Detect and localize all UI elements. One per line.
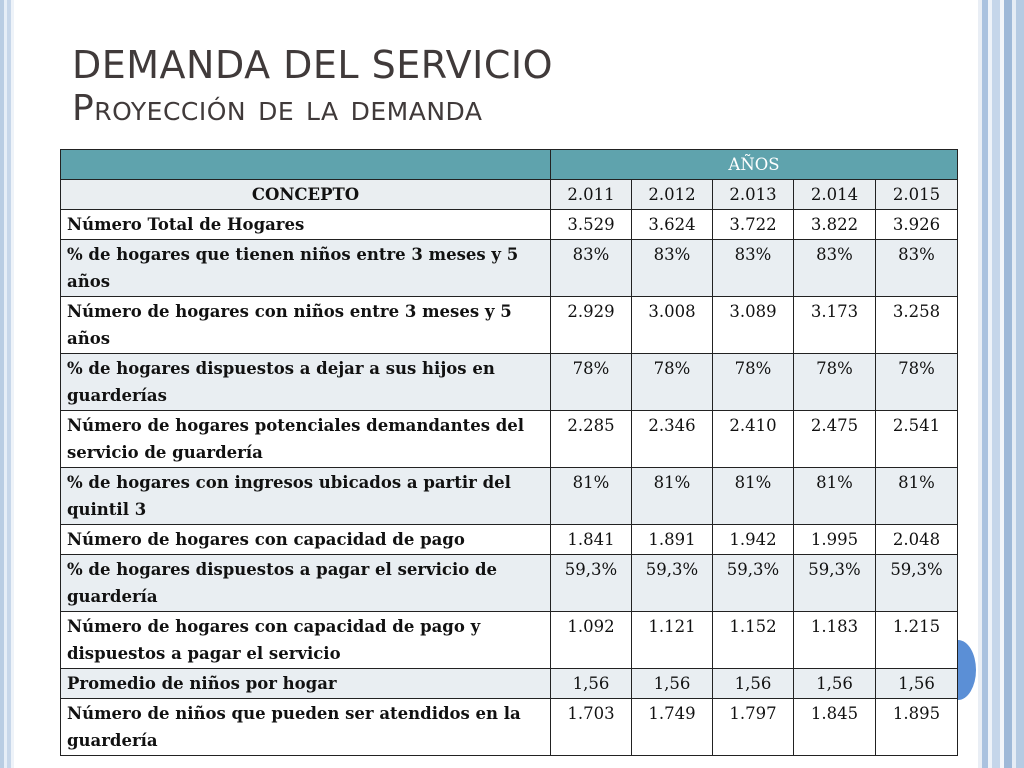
table-row: % de hogares con ingresos ubicados a par… bbox=[60, 467, 959, 525]
table-cell: 59,3% bbox=[550, 554, 632, 612]
table-row: % de hogares dispuestos a pagar el servi… bbox=[60, 554, 959, 612]
table-row: Número Total de Hogares 3.529 3.624 3.72… bbox=[60, 209, 959, 240]
right-decorative-border bbox=[978, 0, 1024, 768]
table-cell: 1,56 bbox=[631, 668, 713, 699]
table-cell: 59,3% bbox=[793, 554, 876, 612]
table-row: % de hogares dispuestos a dejar a sus hi… bbox=[60, 353, 959, 411]
row-label: % de hogares que tienen niños entre 3 me… bbox=[60, 239, 551, 297]
row-label: % de hogares dispuestos a dejar a sus hi… bbox=[60, 353, 551, 411]
table-cell: 83% bbox=[631, 239, 713, 297]
table-cell: 78% bbox=[793, 353, 876, 411]
title-line-1: DEMANDA DEL SERVICIO bbox=[72, 43, 553, 87]
concept-column-header: CONCEPTO bbox=[60, 179, 551, 210]
table-cell: 81% bbox=[631, 467, 713, 525]
row-label: Número de hogares con niños entre 3 mese… bbox=[60, 296, 551, 354]
table-cell: 1.797 bbox=[712, 698, 794, 756]
table-cell: 1.121 bbox=[631, 611, 713, 669]
header-blank-cell bbox=[60, 149, 551, 180]
table-cell: 78% bbox=[631, 353, 713, 411]
table-cell: 1,56 bbox=[793, 668, 876, 699]
table-cell: 3.008 bbox=[631, 296, 713, 354]
table-row: Número de hogares con capacidad de pago … bbox=[60, 524, 959, 555]
table-cell: 2.929 bbox=[550, 296, 632, 354]
left-decorative-border bbox=[0, 0, 14, 768]
table-cell: 3.722 bbox=[712, 209, 794, 240]
year-header: 2.014 bbox=[793, 179, 876, 210]
table-cell: 2.285 bbox=[550, 410, 632, 468]
year-header: 2.013 bbox=[712, 179, 794, 210]
table-cell: 83% bbox=[550, 239, 632, 297]
row-label: Número de hogares potenciales demandante… bbox=[60, 410, 551, 468]
table-cell: 1.703 bbox=[550, 698, 632, 756]
table-cell: 83% bbox=[874, 239, 959, 297]
row-label: Número de hogares con capacidad de pago bbox=[60, 524, 551, 555]
table-cell: 81% bbox=[712, 467, 794, 525]
year-header: 2.012 bbox=[631, 179, 713, 210]
column-header-row: CONCEPTO 2.011 2.012 2.013 2.014 2.015 bbox=[60, 179, 959, 210]
table-cell: 2.541 bbox=[874, 410, 959, 468]
row-label: Número de niños que pueden ser atendidos… bbox=[60, 698, 551, 756]
demand-projection-table: AÑOS CONCEPTO 2.011 2.012 2.013 2.014 2.… bbox=[60, 149, 959, 756]
table-row: Número de niños que pueden ser atendidos… bbox=[60, 698, 959, 756]
table-cell: 1.215 bbox=[874, 611, 959, 669]
table-row: Número de hogares con niños entre 3 mese… bbox=[60, 296, 959, 354]
table-cell: 3.822 bbox=[793, 209, 876, 240]
table-cell: 1.841 bbox=[550, 524, 632, 555]
table-cell: 3.529 bbox=[550, 209, 632, 240]
years-group-header-row: AÑOS bbox=[60, 149, 959, 180]
table-cell: 3.173 bbox=[793, 296, 876, 354]
table-cell: 81% bbox=[550, 467, 632, 525]
table-cell: 1.891 bbox=[631, 524, 713, 555]
table-cell: 1.942 bbox=[712, 524, 794, 555]
table-cell: 1,56 bbox=[874, 668, 959, 699]
table-cell: 3.089 bbox=[712, 296, 794, 354]
table-cell: 81% bbox=[793, 467, 876, 525]
table-cell: 1.995 bbox=[793, 524, 876, 555]
table-cell: 59,3% bbox=[631, 554, 713, 612]
row-label: % de hogares con ingresos ubicados a par… bbox=[60, 467, 551, 525]
table-cell: 2.048 bbox=[874, 524, 959, 555]
table-cell: 59,3% bbox=[712, 554, 794, 612]
title-line-2: Proyección de la demanda bbox=[72, 87, 483, 129]
table-cell: 1.092 bbox=[550, 611, 632, 669]
table-cell: 59,3% bbox=[874, 554, 959, 612]
row-label: Promedio de niños por hogar bbox=[60, 668, 551, 699]
table-cell: 78% bbox=[874, 353, 959, 411]
table-cell: 3.926 bbox=[874, 209, 959, 240]
slide-title: DEMANDA DEL SERVICIO Proyección de la de… bbox=[72, 43, 553, 129]
table-row: Número de hogares potenciales demandante… bbox=[60, 410, 959, 468]
table-cell: 81% bbox=[874, 467, 959, 525]
table-row: Promedio de niños por hogar 1,56 1,56 1,… bbox=[60, 668, 959, 699]
table-cell: 78% bbox=[712, 353, 794, 411]
table-cell: 3.624 bbox=[631, 209, 713, 240]
table-cell: 83% bbox=[793, 239, 876, 297]
table-cell: 1.749 bbox=[631, 698, 713, 756]
table-cell: 1.152 bbox=[712, 611, 794, 669]
table-row: % de hogares que tienen niños entre 3 me… bbox=[60, 239, 959, 297]
table-row: Número de hogares con capacidad de pago … bbox=[60, 611, 959, 669]
year-header: 2.015 bbox=[874, 179, 959, 210]
table-cell: 1,56 bbox=[712, 668, 794, 699]
table-cell: 2.346 bbox=[631, 410, 713, 468]
table-cell: 78% bbox=[550, 353, 632, 411]
table-cell: 2.410 bbox=[712, 410, 794, 468]
row-label: Número de hogares con capacidad de pago … bbox=[60, 611, 551, 669]
row-label: % de hogares dispuestos a pagar el servi… bbox=[60, 554, 551, 612]
table-cell: 83% bbox=[712, 239, 794, 297]
table-cell: 2.475 bbox=[793, 410, 876, 468]
years-group-header: AÑOS bbox=[549, 149, 959, 180]
table-cell: 3.258 bbox=[874, 296, 959, 354]
table-cell: 1,56 bbox=[550, 668, 632, 699]
table-cell: 1.895 bbox=[874, 698, 959, 756]
row-label: Número Total de Hogares bbox=[60, 209, 551, 240]
table-cell: 1.183 bbox=[793, 611, 876, 669]
year-header: 2.011 bbox=[550, 179, 632, 210]
table-cell: 1.845 bbox=[793, 698, 876, 756]
